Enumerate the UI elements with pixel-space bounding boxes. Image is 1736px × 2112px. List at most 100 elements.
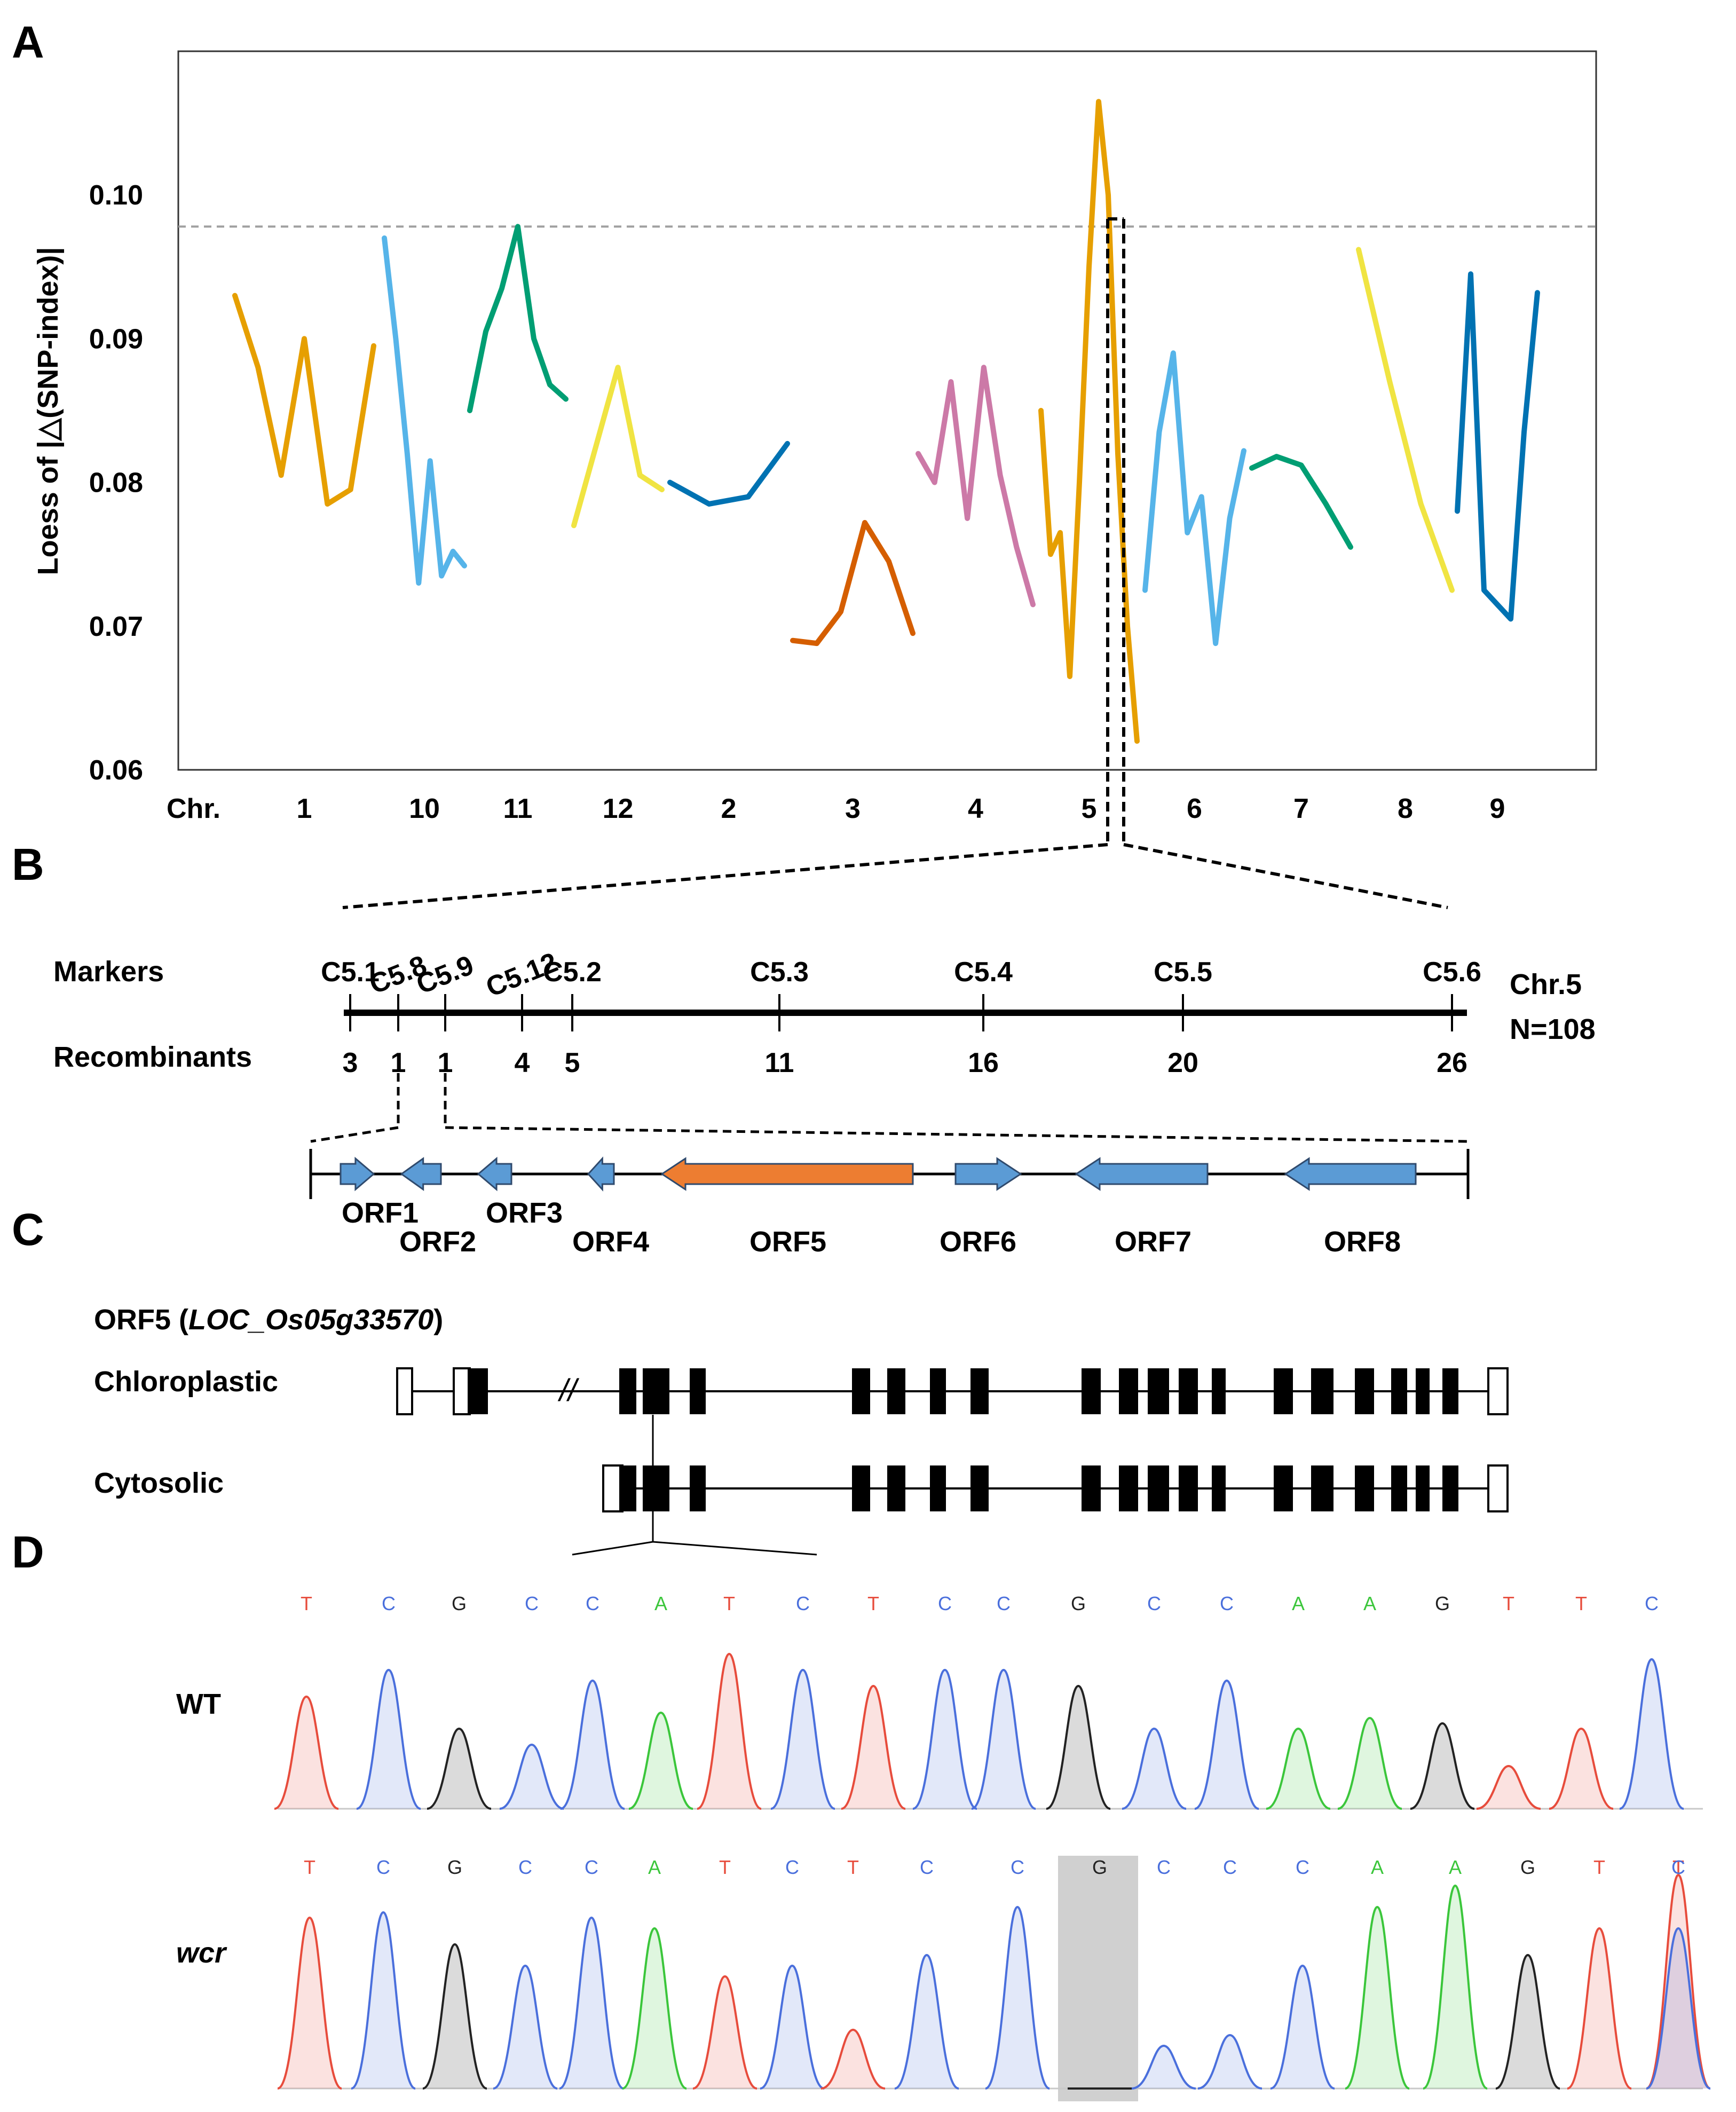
y-axis-ticks: 0.06 0.07 0.08 0.09 0.10 [89,180,143,786]
panel-a-plot-frame [177,50,1597,771]
panel-b-letter: B [12,839,44,889]
trace-peak [274,1695,339,1810]
series-line-chr-4 [916,365,1036,608]
exon [1148,1368,1169,1414]
exon [1212,1465,1226,1511]
wcr-label: wcr [176,1937,227,1969]
base-call: G [1520,1856,1535,1878]
marker-label: C5.5 [1154,957,1212,988]
cytosolic-label: Cytosolic [94,1467,224,1499]
trace-peak [1423,1884,1488,2090]
orf-arrow-4 [587,1156,615,1192]
orf-arrow-2 [400,1157,442,1191]
panel-d-letter: D [12,1527,44,1577]
trace-peak [1345,1905,1410,2090]
base-call: C [796,1593,810,1614]
series-line-chr-7 [1249,454,1353,550]
marker-label: C5.1 [321,957,380,988]
x-axis-prefix: Chr. [167,793,220,824]
trace-peak [1197,2034,1262,2090]
base-call: A [648,1856,661,1878]
y-tick-label: 0.06 [89,755,143,786]
trace-peak [692,1975,757,2090]
exon [970,1368,989,1414]
recombinants-label: Recombinants [53,1041,252,1073]
exon [468,1368,488,1414]
orf-arrow-8 [1284,1157,1417,1191]
exon [619,1368,636,1414]
exon [1355,1465,1374,1511]
trace-peak [894,1953,959,2090]
trace-peak [493,1964,558,2090]
trace-peak [356,1668,421,1810]
base-call: C [1645,1593,1659,1614]
y-tick-label: 0.10 [89,180,143,211]
exon [1355,1368,1374,1414]
recombinant-count: 4 [515,1047,530,1078]
orf-arrow-3 [477,1156,512,1192]
series-line-chr-8 [1356,247,1455,593]
x-tick-label: 5 [1082,793,1097,824]
base-call: C [525,1593,539,1614]
orf-arrow-6 [954,1157,1022,1191]
x-tick-label: 11 [503,793,533,824]
exon [1391,1465,1407,1511]
trace-peak [697,1652,762,1810]
x-tick-label: 3 [845,793,861,824]
orf-label: ORF3 [486,1197,563,1229]
exon [1416,1368,1430,1414]
series-line-chr-9 [1455,271,1540,622]
trace-peak [1131,2044,1196,2090]
series-line-chr-6 [1142,350,1246,647]
exon [1179,1465,1198,1511]
markers-label: Markers [53,956,164,988]
trace-peak [560,1679,625,1810]
exon [887,1465,905,1511]
marker-label: C5.4 [954,957,1013,988]
marker-ticks: C5.13C5.81C5.91C5.124C5.25C5.311C5.416C5… [321,947,1481,1078]
chr-label: Chr.5 [1510,968,1582,1000]
trace-peak [985,1905,1050,2090]
trace-peak [1194,1679,1259,1810]
wcr-chromatogram: T C G C C A T C T C C G C C C A A G T TC [277,1856,1711,2090]
wt-label: WT [176,1688,221,1720]
exon [1442,1368,1458,1414]
base-call: C [785,1856,799,1878]
exon [1311,1368,1333,1414]
series-line-chr-11 [467,224,569,413]
exon [1274,1368,1293,1414]
exon [1119,1368,1138,1414]
exon [1082,1465,1101,1511]
cytosolic-gene-model [602,1464,1509,1512]
trace-peak [971,1668,1036,1810]
base-call: C [376,1856,390,1878]
trace-peak [820,2028,886,2090]
series-line-chr-2 [667,440,790,507]
base-call: T [301,1593,312,1614]
exon [852,1368,870,1414]
x-axis-labels: 1 10 11 12 2 3 4 5 6 7 8 9 [297,793,1505,824]
orf-label: ORF8 [1324,1226,1401,1258]
marker-label: C5.2 [543,957,602,988]
base-call: C [585,1856,598,1878]
base-call: C [1011,1856,1024,1878]
base-call: G [1435,1593,1450,1614]
exon [887,1368,905,1414]
recombinant-count: 16 [968,1047,999,1078]
x-tick-label: 4 [968,793,983,824]
x-tick-label: 8 [1398,793,1413,824]
trace-peak [841,1684,906,1810]
series-line-chr-1 [232,293,376,507]
exon [1311,1465,1333,1511]
zoom-lines-a-to-b [342,217,1448,909]
trace-peak [1122,1727,1187,1810]
base-call: A [1363,1593,1376,1614]
exon [643,1368,669,1414]
exon [1391,1368,1407,1414]
base-call: A [1292,1593,1305,1614]
exon [970,1465,989,1511]
x-tick-label: 10 [409,793,440,824]
exon [1179,1368,1198,1414]
exon [1148,1465,1169,1511]
